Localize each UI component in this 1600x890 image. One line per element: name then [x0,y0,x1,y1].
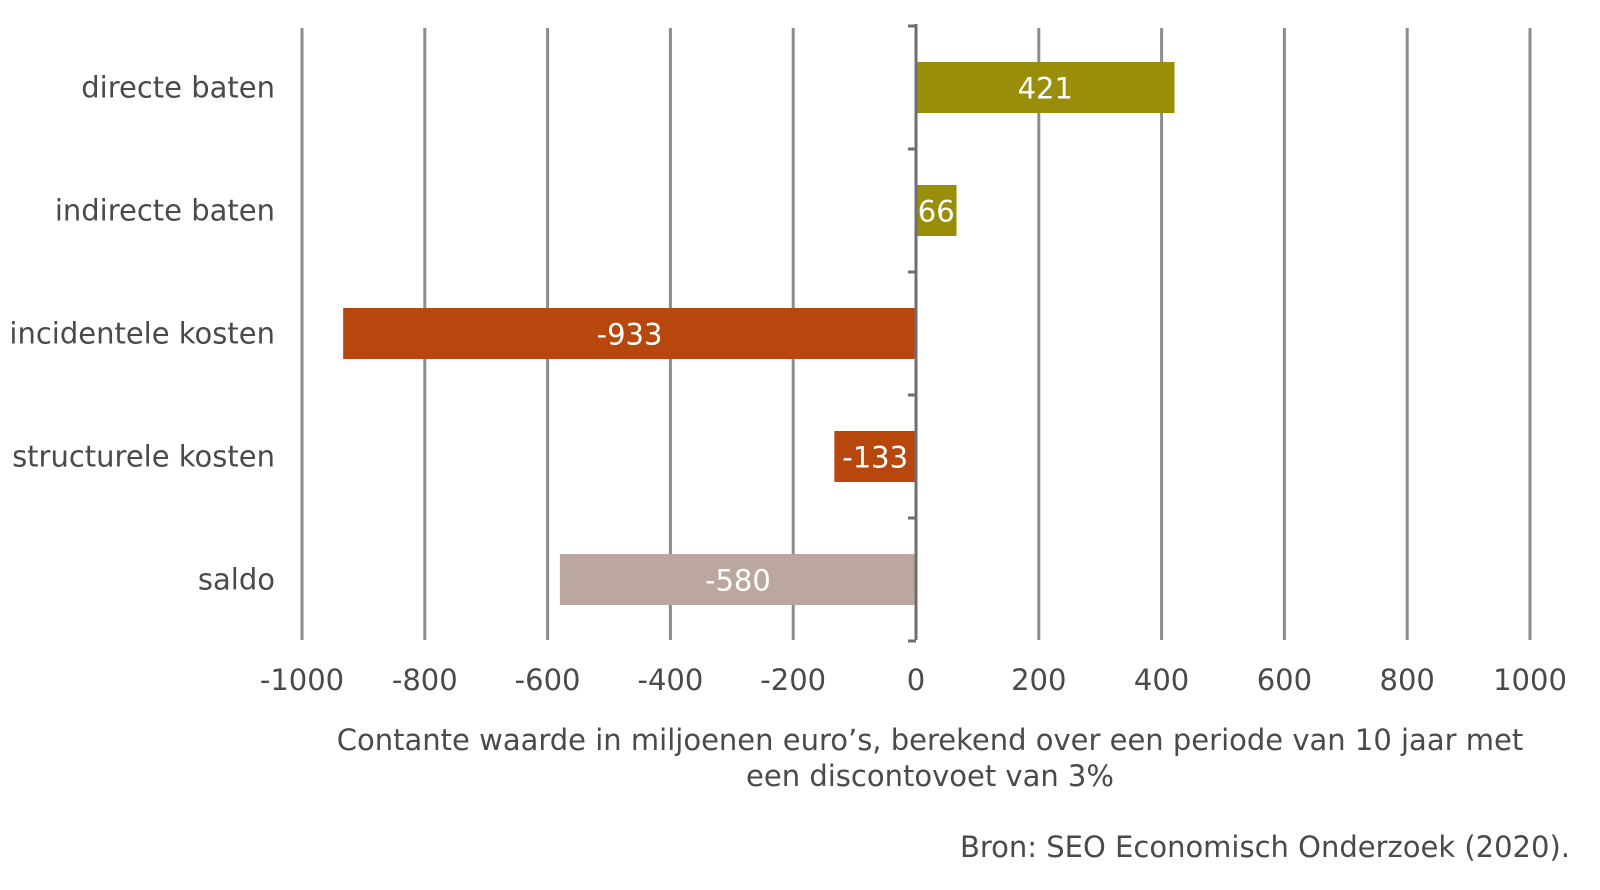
value-label: 66 [918,195,955,229]
tick-label: 400 [1134,663,1189,697]
category-labels: directe baten indirecte baten incidentele … [9,71,275,597]
value-label: -580 [705,564,771,598]
bar [916,62,1175,113]
category-label: directe baten [81,71,275,105]
x-axis-label: Contante waarde in miljoenen euro’s, ber… [300,722,1560,794]
x-axis-label-line-1: Contante waarde in miljoenen euro’s, ber… [336,723,1524,757]
category-label: incidentele kosten [9,317,275,351]
value-label: -133 [842,441,908,475]
bars: 421 66 -933 -133 -580 [343,62,1175,605]
tick-label: 1000 [1493,663,1567,697]
tick-label: 0 [907,663,925,697]
category-label: indirecte baten [55,194,275,228]
tick-label: -400 [637,663,703,697]
tick-label: 600 [1257,663,1312,697]
tick-labels: -1000 -800 -600 -400 -200 0 200 400 600 800 1000 [260,663,1567,697]
source-note: Bron: SEO Economisch Onderzoek (2020). [959,830,1570,864]
tick-label: 800 [1380,663,1435,697]
value-label: -933 [597,318,663,352]
bar [343,308,916,359]
tick-label: 200 [1011,663,1066,697]
tick-label: -800 [392,663,458,697]
value-label: 421 [1018,72,1073,106]
x-axis-label-line-2: een discontovoet van 3% [746,759,1114,793]
tick-label: -200 [760,663,826,697]
bar [916,185,957,236]
bar [834,431,916,482]
bar [559,554,916,605]
tick-label: -1000 [260,663,344,697]
tick-label: -600 [515,663,581,697]
zero-axis [908,24,918,643]
category-label: structurele kosten [12,440,275,474]
category-label: saldo [198,563,275,597]
